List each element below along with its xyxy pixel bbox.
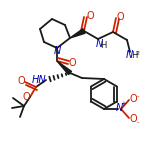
- Text: N: N: [53, 46, 61, 56]
- Text: H: H: [100, 42, 106, 51]
- Text: N: N: [126, 50, 133, 60]
- Text: O: O: [17, 76, 25, 86]
- Polygon shape: [70, 29, 85, 38]
- Text: O: O: [86, 11, 94, 21]
- Text: N: N: [95, 39, 103, 49]
- Polygon shape: [57, 61, 72, 75]
- Text: N: N: [115, 103, 123, 113]
- Text: O: O: [22, 92, 30, 102]
- Text: O: O: [129, 94, 137, 104]
- Text: O: O: [116, 12, 124, 22]
- Text: O: O: [129, 114, 137, 124]
- Text: -: -: [137, 119, 139, 125]
- Text: -: -: [137, 93, 139, 99]
- Text: 2: 2: [135, 51, 139, 56]
- Text: +: +: [120, 101, 126, 107]
- Text: O: O: [68, 58, 76, 68]
- Text: H: H: [131, 51, 137, 60]
- Text: HN: HN: [31, 75, 46, 85]
